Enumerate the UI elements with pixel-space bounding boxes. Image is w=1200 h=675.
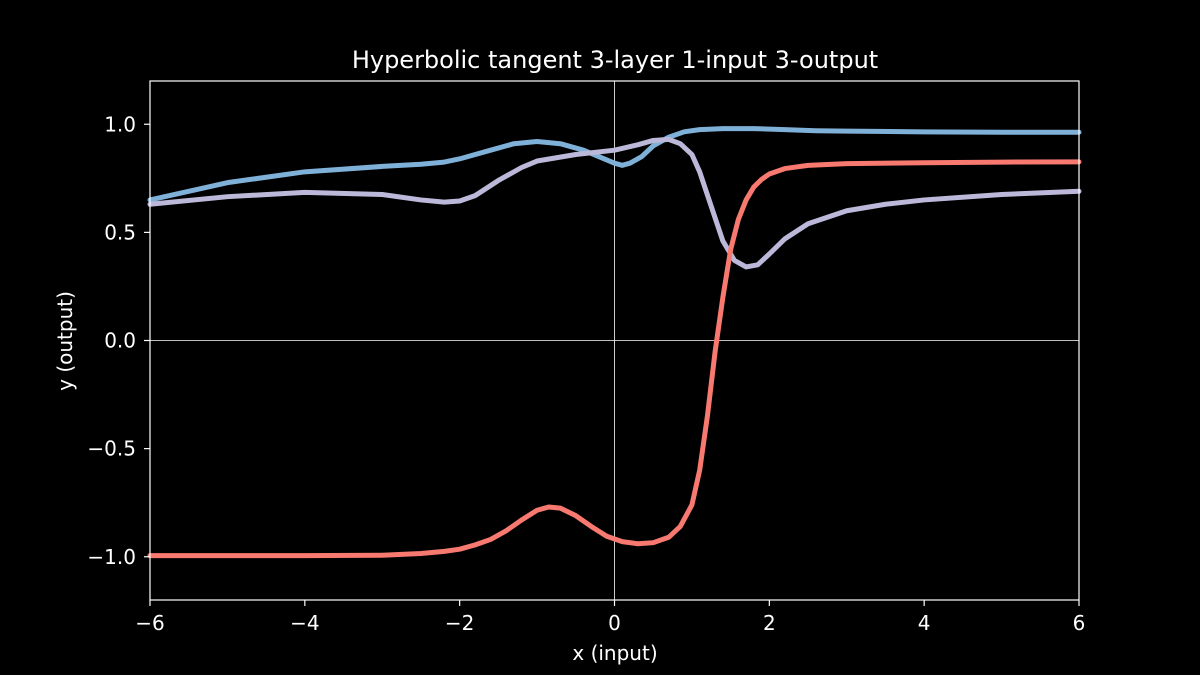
y-axis-label: y (output) xyxy=(53,291,77,391)
x-tick-label: −2 xyxy=(445,611,474,635)
y-tick-label: −0.5 xyxy=(87,437,136,461)
x-axis-ticks: −6 −4 −2 0 2 4 6 xyxy=(135,600,1085,635)
series-layer xyxy=(147,126,1082,559)
y-tick-label: 0.5 xyxy=(104,220,136,244)
reference-lines xyxy=(150,81,1079,600)
series-line-2 xyxy=(147,136,1082,270)
y-tick-label: 1.0 xyxy=(104,112,136,136)
series-line-1 xyxy=(147,126,1082,203)
series-line-3 xyxy=(147,159,1082,559)
y-axis-ticks: −1.0 −0.5 0.0 0.5 1.0 xyxy=(87,112,150,569)
x-tick-label: −6 xyxy=(135,611,164,635)
x-tick-label: 0 xyxy=(608,611,621,635)
x-tick-label: 4 xyxy=(918,611,931,635)
x-tick-label: 2 xyxy=(763,611,776,635)
y-tick-label: 0.0 xyxy=(104,329,136,353)
x-axis-label: x (input) xyxy=(572,641,657,665)
y-tick-label: −1.0 xyxy=(87,545,136,569)
x-tick-label: 6 xyxy=(1073,611,1086,635)
x-tick-label: −4 xyxy=(290,611,319,635)
chart-title: Hyperbolic tangent 3-layer 1-input 3-out… xyxy=(352,46,878,74)
